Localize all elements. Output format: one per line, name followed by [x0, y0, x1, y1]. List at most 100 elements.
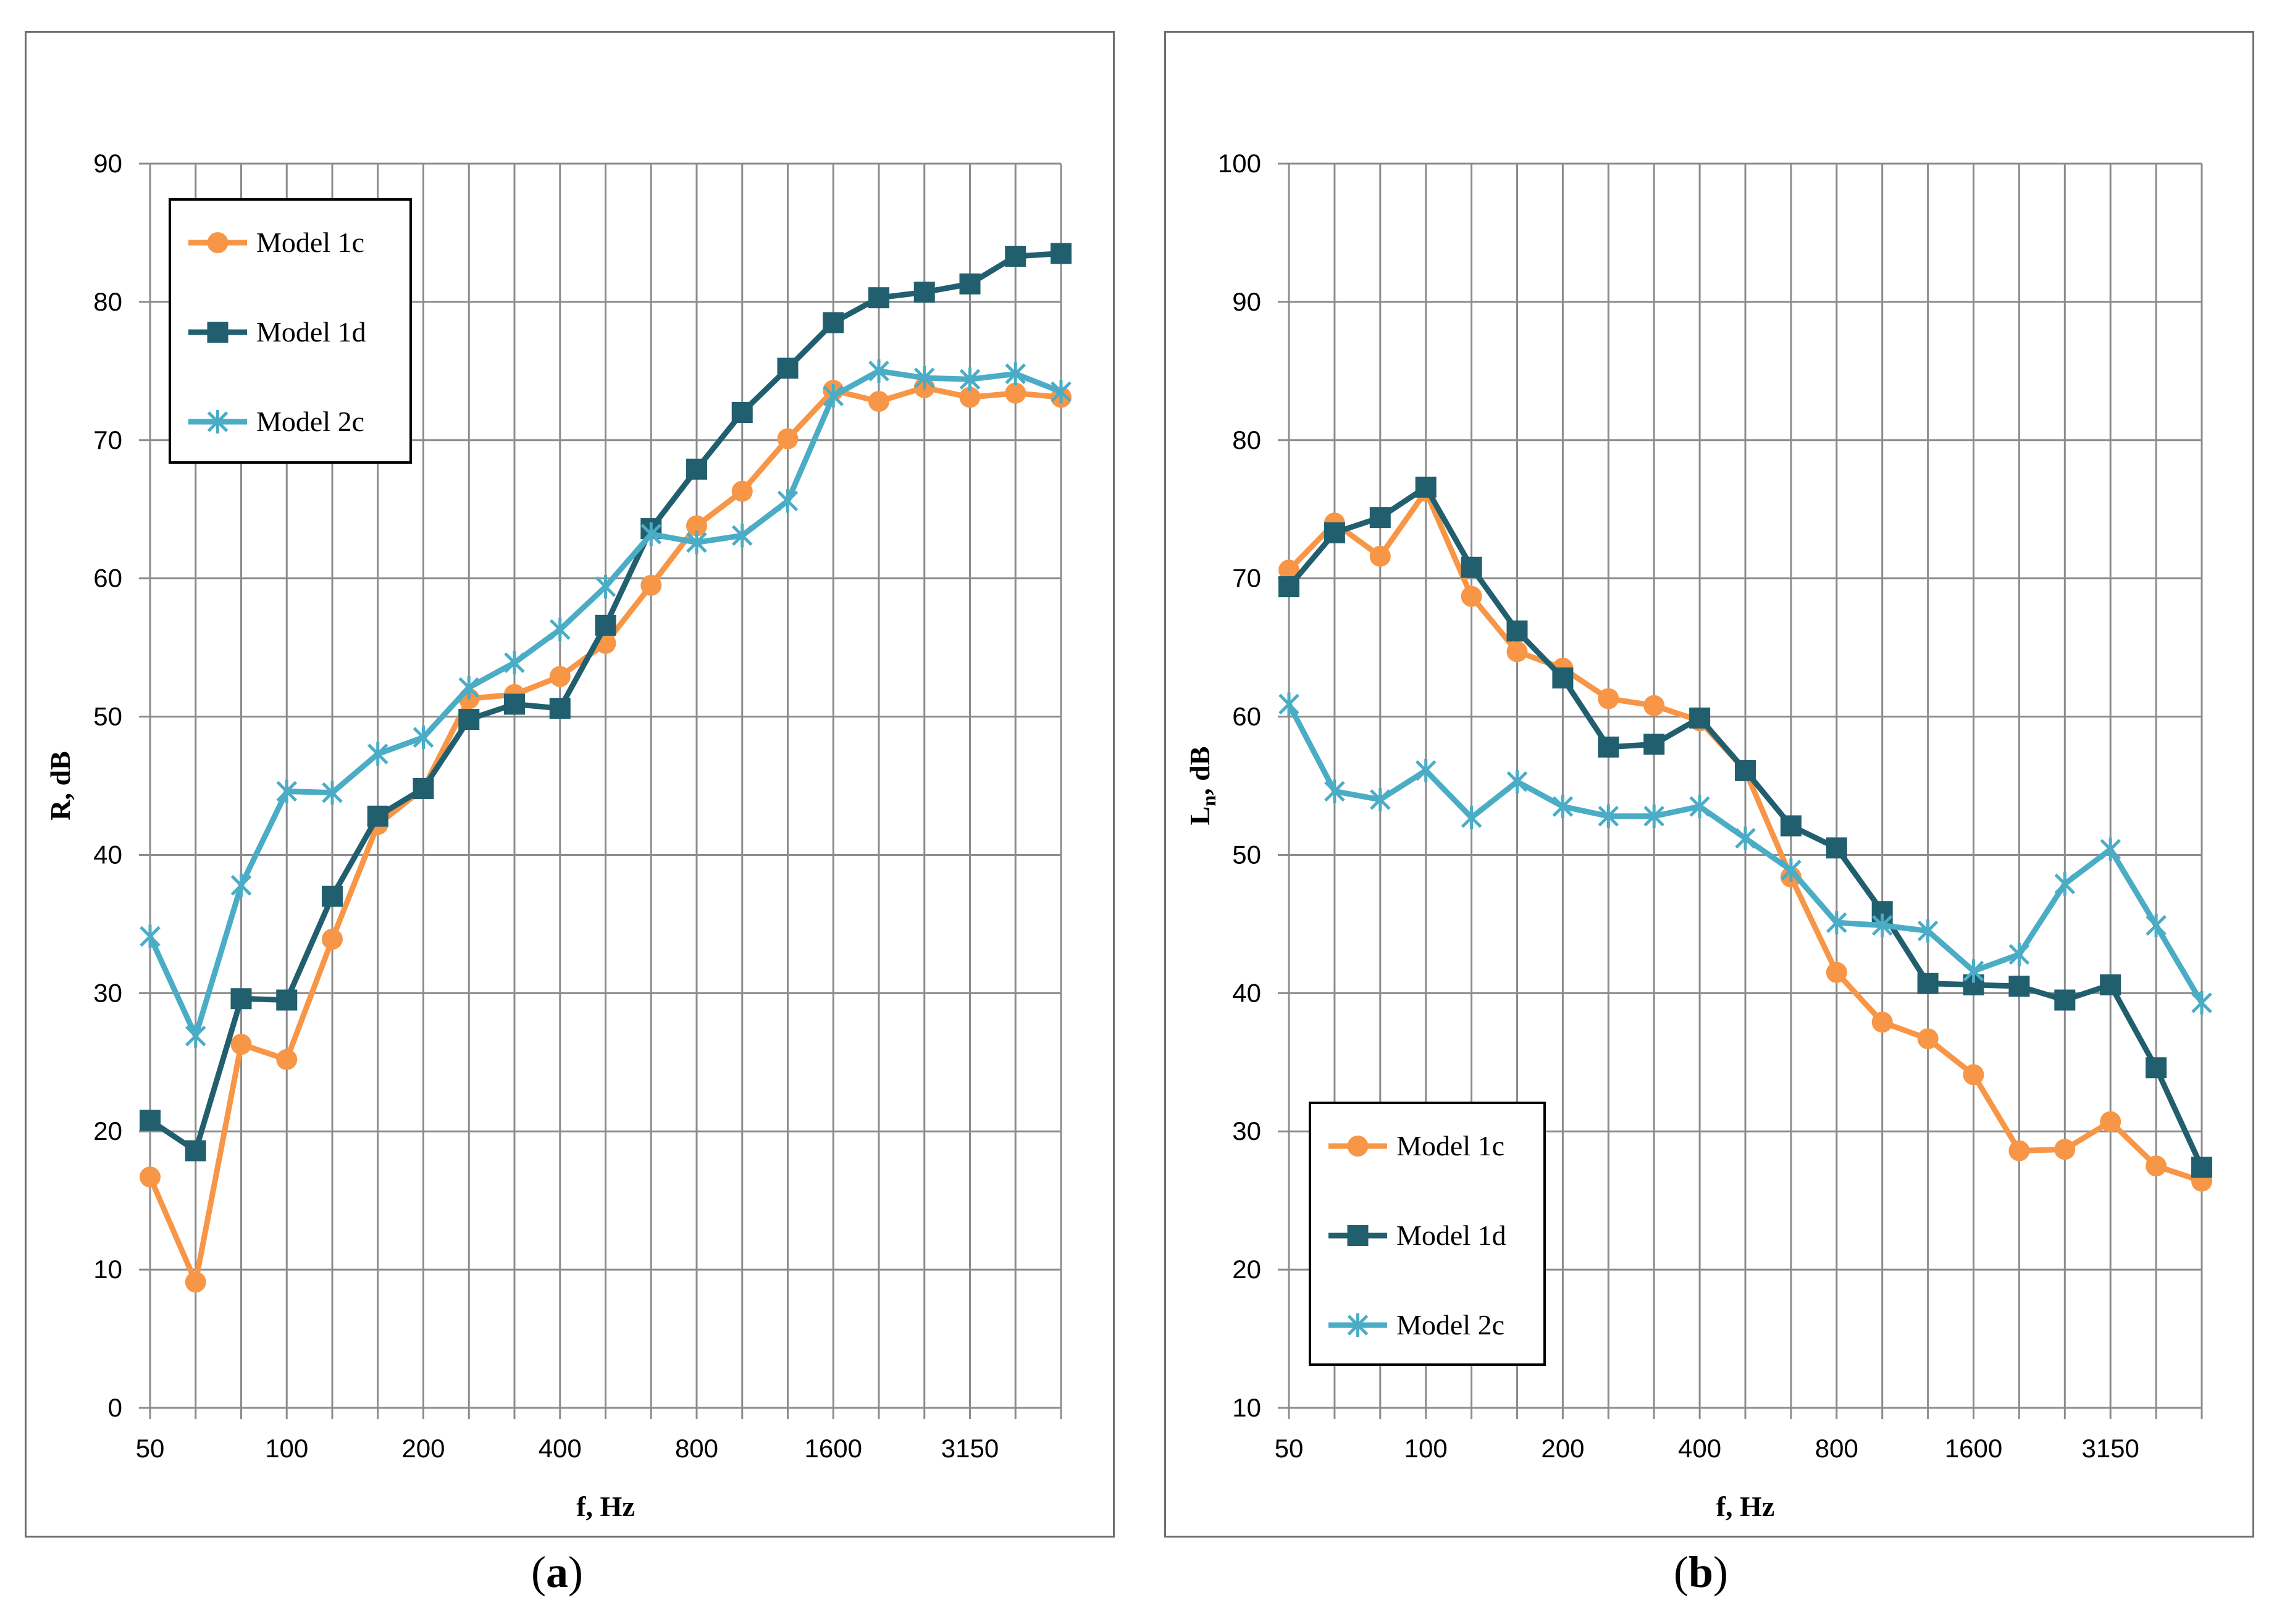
legend-swatch-marker [207, 410, 229, 433]
data-point [1324, 779, 1345, 803]
x-tick-label: 100 [1404, 1434, 1448, 1463]
y-axis-title-suffix: , dB [1184, 747, 1215, 795]
data-point [868, 391, 889, 412]
data-point [322, 929, 343, 950]
data-point [2054, 1139, 2076, 1160]
data-point [1826, 911, 1847, 935]
y-axis-title-subscript: n [1198, 795, 1220, 806]
data-point [276, 989, 298, 1011]
data-point [367, 805, 388, 827]
data-point [2100, 837, 2121, 861]
data-point [2008, 1140, 2030, 1161]
data-point [1506, 620, 1528, 642]
data-point [2191, 1157, 2212, 1178]
data-point [1598, 688, 1619, 709]
x-tick-label: 1600 [805, 1434, 862, 1463]
data-point [230, 988, 252, 1010]
data-point [1963, 1064, 1984, 1086]
x-tick-label: 1600 [1945, 1434, 2002, 1463]
data-point [276, 779, 298, 803]
data-point [1552, 667, 1574, 689]
data-point [731, 480, 753, 502]
x-tick-label: 50 [1275, 1434, 1304, 1463]
x-tick-label: 400 [539, 1434, 582, 1463]
data-point [140, 924, 161, 948]
data-point [1735, 760, 1756, 781]
data-point [140, 1166, 161, 1188]
legend-a: Model 1c Model 1d Model 2c [169, 198, 412, 464]
data-point [1689, 707, 1711, 729]
y-tick-label: 40 [1232, 978, 1261, 1007]
x-tick-label: 3150 [941, 1434, 999, 1463]
chart-a-svg: 0 10 20 30 40 50 60 70 80 90 50 100 200 400 800 1600 315… [44, 149, 1072, 1522]
data-point [1871, 913, 1893, 937]
chart-panel-a: 0 10 20 30 40 50 60 70 80 90 50 100 200 400 800 1600 315… [25, 31, 1115, 1538]
data-point [185, 1271, 206, 1293]
legend-swatch-marker [207, 232, 229, 253]
data-point [2191, 991, 2212, 1015]
series-model-1d [140, 243, 1072, 1161]
y-axis-title: Ln, dB [1184, 747, 1220, 826]
chart-b-svg: 10 20 30 40 50 60 70 80 90 100 50 100 200 400 800 1600 3… [1184, 149, 2212, 1522]
data-point [549, 617, 571, 642]
data-point [1415, 758, 1437, 782]
data-point [1963, 959, 1984, 983]
data-point [1506, 769, 1528, 793]
y-tick-label: 80 [1232, 425, 1261, 454]
legend-swatch-marker [207, 322, 229, 343]
legend-swatch-marker [1347, 1136, 1369, 1157]
data-point [1369, 545, 1391, 567]
caption-a-label: a [545, 1547, 568, 1597]
data-point [413, 777, 434, 799]
caption-a: (a) [531, 1547, 583, 1597]
data-point [1051, 243, 1072, 264]
data-point [549, 698, 571, 719]
data-point [458, 709, 480, 730]
data-point [959, 387, 981, 408]
data-point [504, 651, 525, 675]
legend-label: Model 1d [256, 316, 366, 348]
data-point [595, 614, 616, 636]
data-point [1643, 695, 1665, 716]
data-point [1278, 576, 1299, 598]
x-tick-label: 200 [1541, 1434, 1584, 1463]
data-point [2100, 974, 2121, 995]
data-point [1643, 734, 1665, 755]
y-tick-label: 80 [93, 287, 122, 316]
data-point [1552, 795, 1574, 819]
data-point [458, 676, 480, 700]
data-point [185, 1140, 206, 1161]
y-tick-label: 90 [1232, 287, 1261, 316]
data-point [1005, 362, 1026, 386]
data-point [230, 1034, 252, 1055]
data-point [2146, 913, 2167, 937]
data-point [868, 359, 889, 383]
data-point [731, 524, 753, 548]
data-point [1871, 1011, 1893, 1033]
data-point [1278, 692, 1299, 716]
data-point [777, 489, 799, 513]
data-point [276, 1048, 298, 1070]
data-point [1643, 804, 1664, 828]
data-point [1370, 787, 1391, 811]
data-point [1598, 736, 1619, 758]
data-point [322, 781, 343, 805]
x-tick-label: 200 [401, 1434, 445, 1463]
data-point [640, 574, 662, 596]
data-point [1415, 476, 1437, 498]
y-tick-label: 50 [93, 702, 122, 731]
legend-label: Model 2c [256, 406, 364, 437]
x-tick-label: 800 [675, 1434, 718, 1463]
data-point [686, 530, 707, 555]
data-point [1005, 382, 1026, 404]
y-tick-label: 100 [1218, 149, 1261, 178]
series-model-2c [1278, 692, 2212, 1015]
legend-label: Model 1c [1396, 1130, 1504, 1161]
x-axis-title: f, Hz [576, 1491, 635, 1522]
data-point [686, 458, 707, 480]
data-point [1826, 837, 1847, 859]
caption-b-label: b [1688, 1547, 1714, 1597]
y-tick-label: 0 [108, 1393, 122, 1422]
data-point [913, 282, 935, 303]
data-point [823, 312, 844, 333]
